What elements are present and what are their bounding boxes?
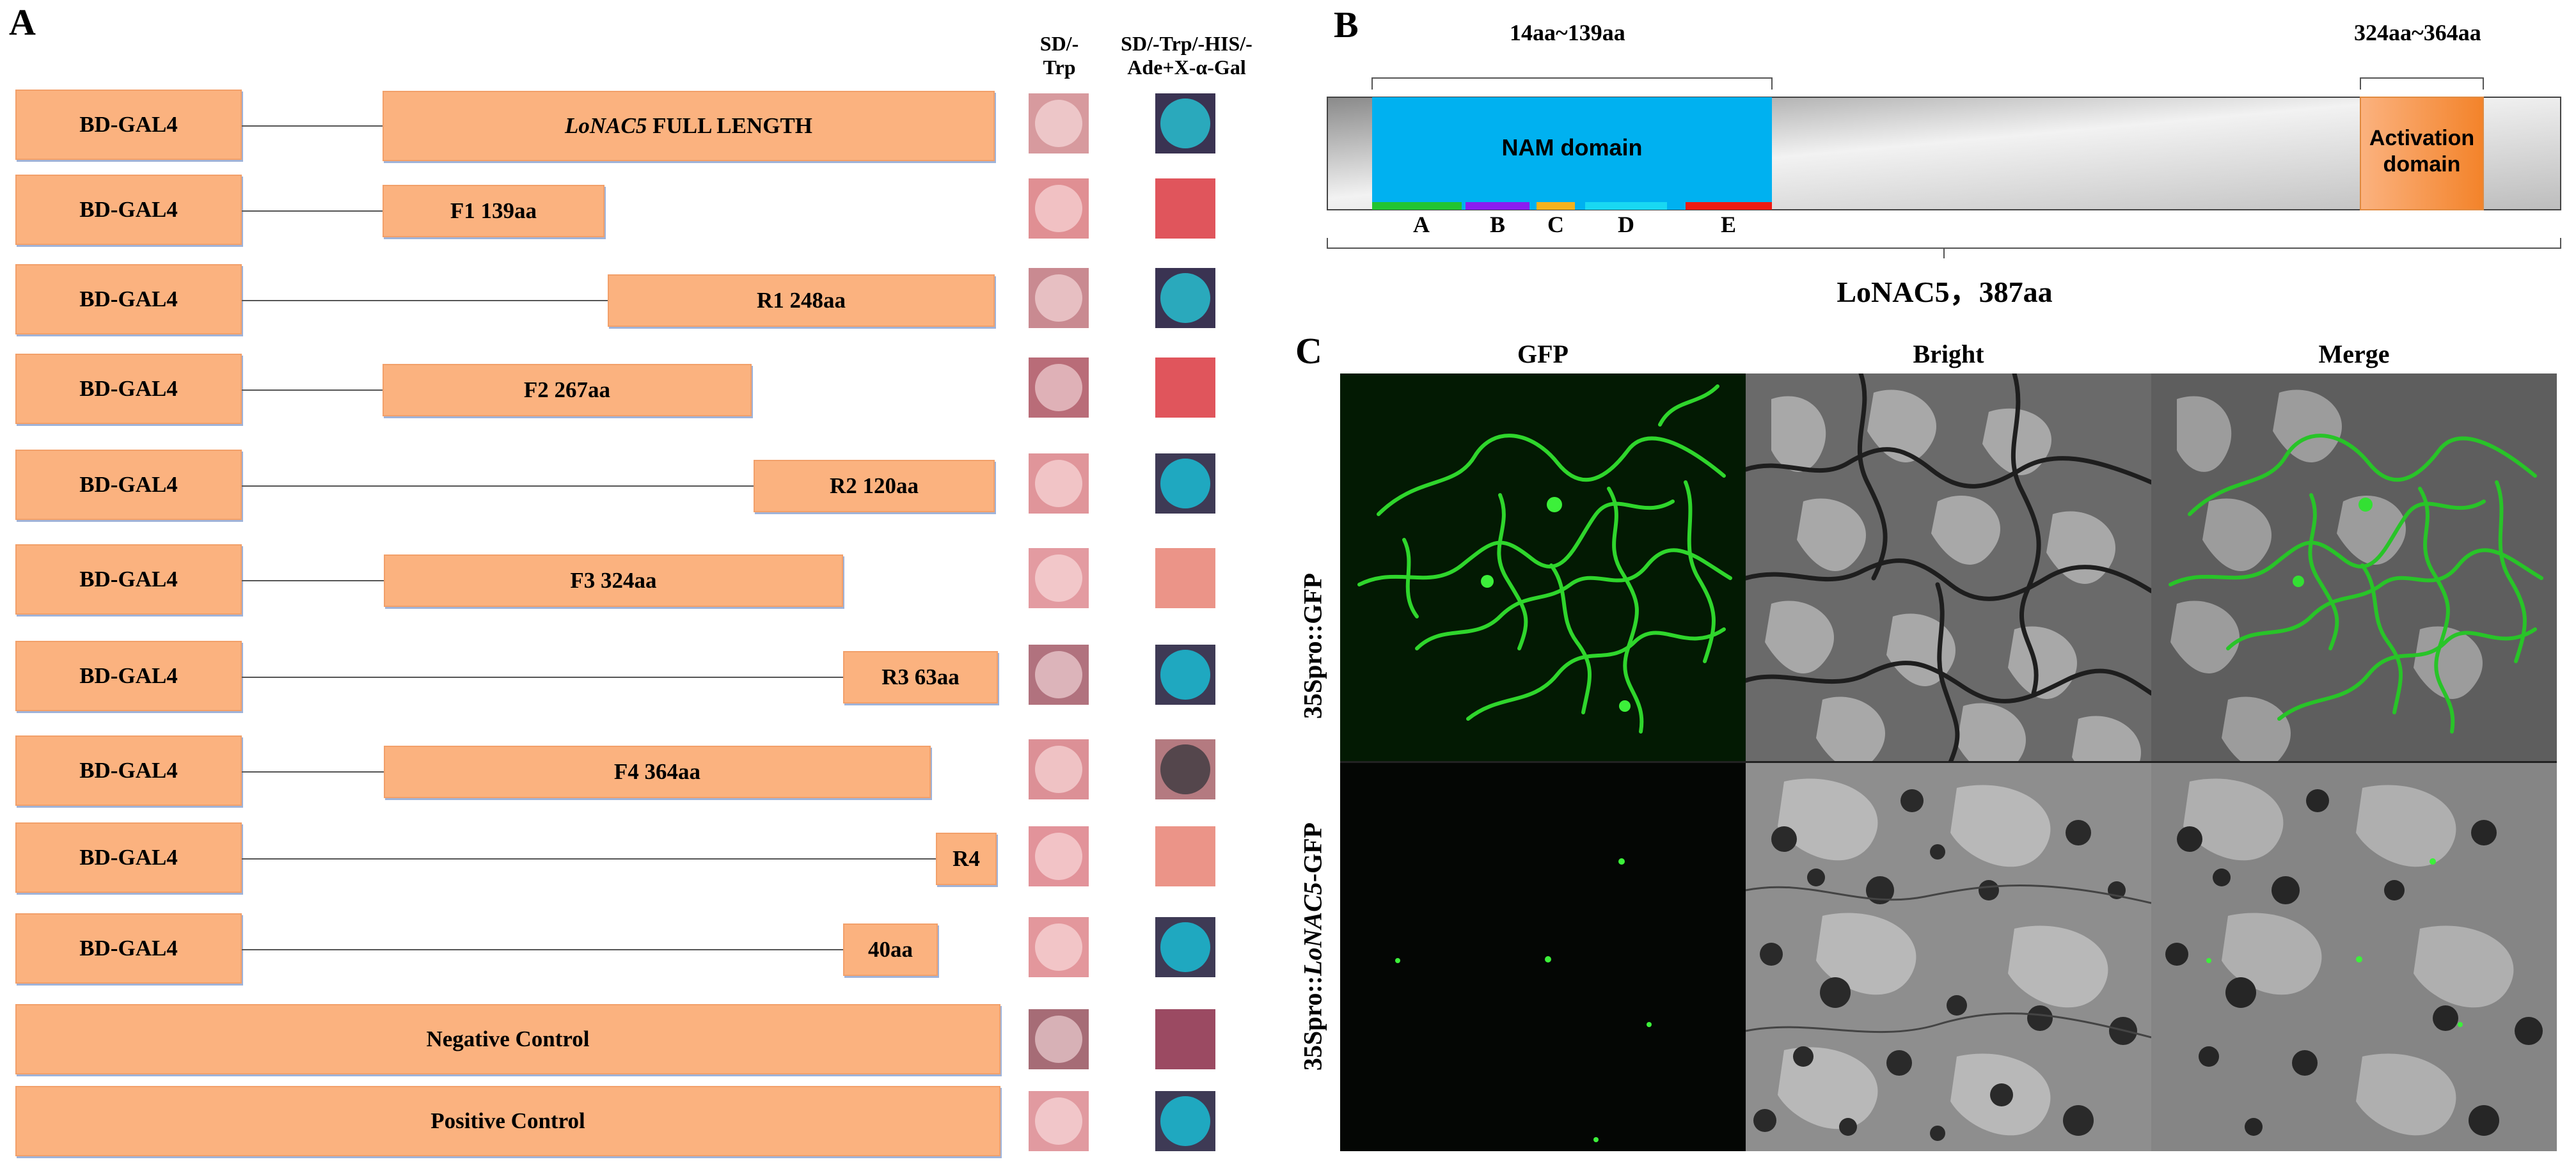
selection-plate: [1155, 178, 1215, 239]
sd-trp-plate: [1029, 548, 1089, 608]
control-box: Positive Control: [15, 1086, 1000, 1156]
construct-box: F1 139aa: [383, 185, 604, 237]
sd-trp-plate: [1029, 358, 1089, 418]
gene-name: LoNAC5: [564, 113, 647, 138]
bd-gal4-box: BD-GAL4: [15, 913, 242, 984]
activation-domain-label: Activation domain: [2369, 126, 2475, 177]
construct-box: 40aa: [843, 923, 938, 976]
sd-trp-plate: [1029, 1009, 1089, 1069]
selection-plate: [1155, 93, 1215, 153]
subdomain-b-bar: [1466, 202, 1529, 210]
merge-lonac5-image: [2151, 762, 2557, 1151]
panel-b-letter: B: [1334, 4, 1359, 45]
linker-line: [242, 125, 383, 127]
construct-box: R1 248aa: [608, 274, 995, 327]
bd-gal4-box: BD-GAL4: [15, 641, 242, 711]
bd-gal4-box: BD-GAL4: [15, 735, 242, 806]
linker-line: [242, 858, 936, 860]
col-head-sd-quad: SD/-Trp/-HIS/- Ade+X-α-Gal: [1121, 32, 1252, 79]
micrograph-grid: [1340, 373, 2557, 1151]
subdomain-d-label: D: [1618, 212, 1634, 237]
subdomain-a-bar: [1372, 202, 1462, 210]
sd-trp-plate: [1029, 645, 1089, 705]
activation-bracket: [2360, 77, 2484, 90]
linker-line: [242, 389, 383, 391]
selection-plate: [1155, 826, 1215, 886]
selection-plate: [1155, 739, 1215, 799]
bd-gal4-box: BD-GAL4: [15, 264, 242, 334]
selection-plate: [1155, 917, 1215, 977]
selection-plate: [1155, 268, 1215, 328]
bd-gal4-box: BD-GAL4: [15, 544, 242, 615]
panel-a-letter: A: [9, 1, 36, 43]
selection-plate: [1155, 358, 1215, 418]
subdomain-e-bar: [1686, 202, 1772, 210]
row2-label: 35Spro::LoNAC5-GFP: [1298, 822, 1327, 1071]
bd-gal4-box: BD-GAL4: [15, 822, 242, 893]
sd-trp-plate: [1029, 93, 1089, 153]
linker-line: [242, 300, 608, 301]
domain-diagram: [1327, 77, 2561, 258]
sd-trp-plate: [1029, 826, 1089, 886]
nam-domain-box: [1372, 97, 1772, 210]
selection-plate: [1155, 548, 1215, 608]
activation-range-label: 324aa~364aa: [2354, 20, 2481, 45]
selection-plate: [1155, 1091, 1215, 1151]
subdomain-d-bar: [1585, 202, 1667, 210]
subdomain-c-label: C: [1547, 212, 1564, 237]
merge-control-image: [2151, 373, 2557, 762]
nam-bracket: [1371, 77, 1773, 90]
col-bright-label: Bright: [1913, 340, 1984, 368]
bright-control-image: [1746, 373, 2151, 762]
construct-label: FULL LENGTH: [647, 113, 813, 138]
sd-trp-plate: [1029, 917, 1089, 977]
bd-gal4-box: BD-GAL4: [15, 450, 242, 520]
sd-trp-plate: [1029, 178, 1089, 239]
col-merge-label: Merge: [2318, 340, 2390, 368]
construct-box: LoNAC5 FULL LENGTH: [383, 91, 995, 161]
sd-trp-plate: [1029, 739, 1089, 799]
gfp-lonac5-image: [1340, 762, 1746, 1151]
protein-label: LoNAC5，387aa: [1837, 276, 2053, 308]
nam-range-label: 14aa~139aa: [1510, 20, 1625, 45]
construct-box: R4: [936, 833, 997, 885]
construct-box: F3 324aa: [384, 554, 843, 607]
sd-trp-plate: [1029, 1091, 1089, 1151]
linker-line: [242, 580, 384, 581]
bd-gal4-box: BD-GAL4: [15, 354, 242, 424]
selection-plate: [1155, 453, 1215, 514]
col-head-sd-trp: SD/- Trp: [1039, 32, 1079, 79]
sd-trp-plate: [1029, 453, 1089, 514]
nam-domain-label: NAM domain: [1501, 134, 1643, 161]
construct-box: R2 120aa: [754, 460, 995, 512]
protein-bracket: [1327, 238, 2561, 249]
selection-plate: [1155, 1009, 1215, 1069]
linker-line: [242, 210, 383, 212]
control-box: Negative Control: [15, 1004, 1000, 1074]
linker-line: [242, 485, 754, 487]
subdomain-a-label: A: [1413, 212, 1430, 237]
linker-line: [242, 677, 843, 678]
construct-box: F4 364aa: [384, 746, 931, 798]
bright-lonac5-image: [1746, 762, 2151, 1151]
selection-plate: [1155, 645, 1215, 705]
bd-gal4-box: BD-GAL4: [15, 175, 242, 245]
sd-trp-plate: [1029, 268, 1089, 328]
panel-c-letter: C: [1295, 330, 1322, 372]
col-gfp-label: GFP: [1517, 340, 1569, 368]
subdomain-c-bar: [1537, 202, 1575, 210]
activation-domain-box: [2360, 97, 2484, 210]
linker-line: [242, 771, 384, 773]
subdomain-b-label: B: [1489, 212, 1505, 237]
bd-gal4-box: BD-GAL4: [15, 90, 242, 160]
construct-box: F2 267aa: [383, 364, 752, 416]
gfp-control-image: [1340, 373, 1746, 762]
construct-box: R3 63aa: [843, 651, 998, 703]
subdomain-e-label: E: [1720, 212, 1736, 237]
linker-line: [242, 949, 843, 950]
